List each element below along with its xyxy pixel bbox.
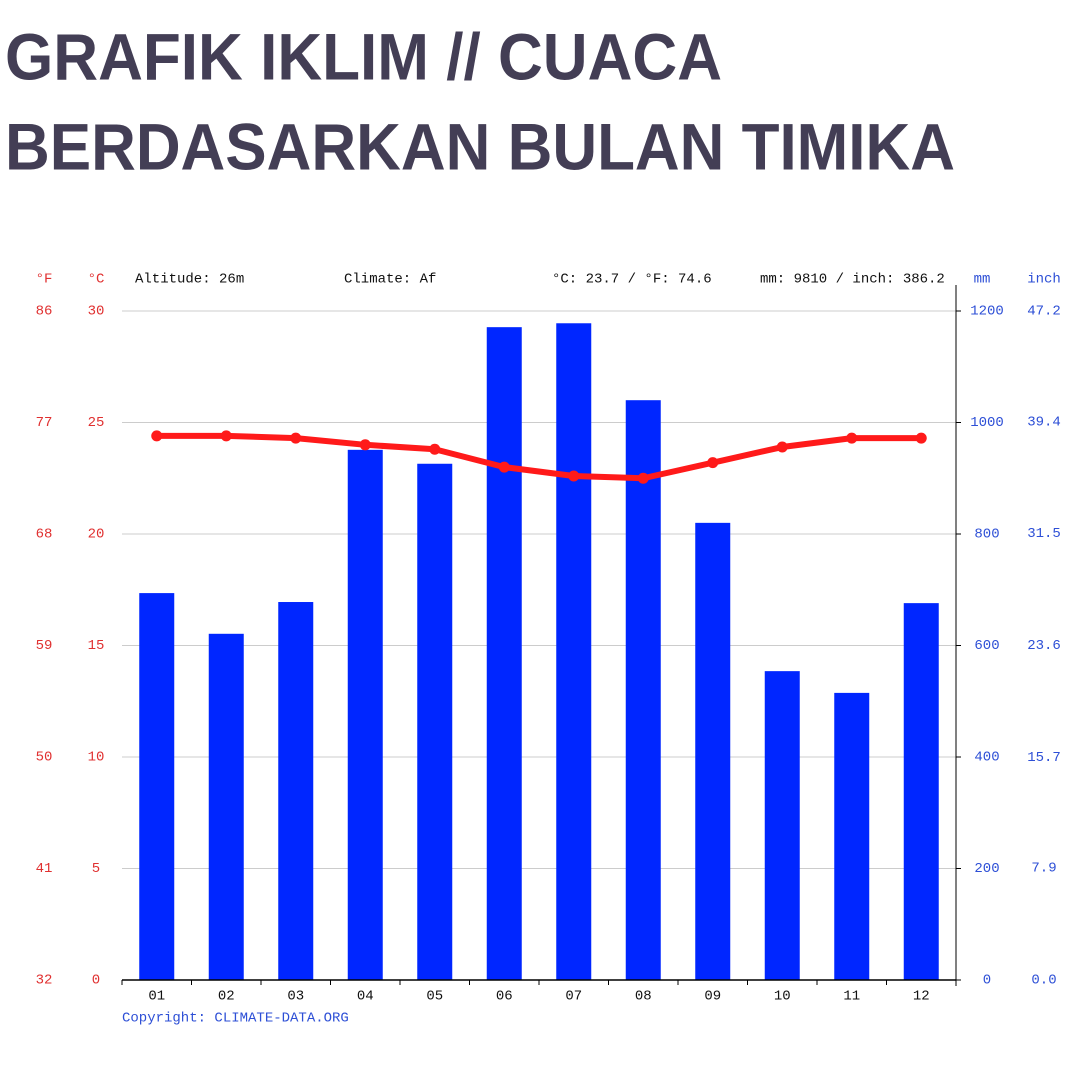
axis-label: inch (1027, 272, 1061, 288)
x-tick-label: 03 (287, 989, 304, 1005)
bar (625, 400, 661, 980)
x-tick-label: 04 (357, 989, 374, 1005)
x-tick-label: 10 (774, 989, 791, 1005)
axis-label: °C (88, 272, 105, 288)
y-tick-label: 50 (36, 750, 53, 766)
bar (208, 633, 244, 980)
x-tick-label: 11 (843, 989, 860, 1005)
y-tick-label: 86 (36, 304, 53, 320)
y2-tick-label: 1200 (970, 304, 1004, 320)
temperature-point (151, 430, 163, 442)
temperature-line (156, 432, 922, 482)
bar (903, 603, 939, 980)
bar (486, 327, 522, 981)
y2-tick-label: 0.0 (1031, 973, 1056, 989)
temperature-point (637, 472, 649, 484)
bar (556, 323, 592, 980)
x-tick-label: 12 (913, 989, 930, 1005)
y2-tick-label: 15.7 (1027, 750, 1061, 766)
x-tick-label: 08 (635, 989, 652, 1005)
y2-tick-label: 0 (983, 973, 991, 989)
temperature-point (290, 432, 302, 444)
y-tick-label: 25 (88, 415, 105, 431)
info-text: Climate: Af (344, 272, 436, 288)
y2-tick-label: 7.9 (1031, 861, 1056, 877)
y-tick-label: 5 (92, 861, 100, 877)
temperature-point (429, 443, 441, 455)
title-line: GRAFIK IKLIM // CUACA (5, 19, 722, 93)
y-tick-label: 10 (88, 750, 105, 766)
axis-label: mm (974, 272, 991, 288)
y2-tick-label: 47.2 (1027, 304, 1061, 320)
y2-tick-label: 1000 (970, 415, 1004, 431)
bar (695, 522, 731, 980)
y2-tick-label: 23.6 (1027, 638, 1061, 654)
y-tick-label: 15 (88, 638, 105, 654)
y2-tick-label: 31.5 (1027, 526, 1061, 542)
x-tick-label: 07 (565, 989, 582, 1005)
copyright: Copyright: CLIMATE-DATA.ORG (122, 1011, 349, 1027)
temperature-point (915, 432, 927, 444)
bar (278, 602, 314, 980)
temperature-point (707, 457, 719, 469)
bar (834, 692, 870, 980)
y-tick-label: 20 (88, 527, 105, 543)
info-text: Altitude: 26m (135, 272, 244, 288)
y2-tick-label: 600 (974, 638, 999, 654)
info-text: °C: 23.7 / °F: 74.6 (552, 272, 712, 288)
x-tick-label: 01 (148, 989, 165, 1005)
temperature-point (846, 432, 858, 444)
temperature-point (359, 439, 371, 451)
x-tick-label: 09 (704, 989, 721, 1005)
bar (417, 463, 453, 980)
y-tick-label: 41 (36, 861, 53, 877)
temperature-point (220, 430, 232, 442)
bar (347, 449, 383, 980)
y-tick-label: 32 (36, 973, 53, 989)
y2-tick-label: 800 (974, 527, 999, 543)
x-tick-label: 02 (218, 989, 235, 1005)
y2-tick-label: 39.4 (1027, 414, 1061, 430)
y-tick-label: 77 (36, 415, 53, 431)
y-tick-label: 0 (92, 973, 100, 989)
y2-tick-label: 400 (974, 750, 999, 766)
info-text: mm: 9810 / inch: 386.2 (760, 272, 945, 288)
y-tick-label: 30 (88, 304, 105, 320)
axis-label: °F (36, 272, 53, 288)
y2-tick-label: 200 (974, 861, 999, 877)
temperature-point (568, 470, 580, 482)
temperature-point (776, 441, 788, 453)
x-tick-label: 05 (426, 989, 443, 1005)
title-line: BERDASARKAN BULAN TIMIKA (5, 109, 955, 183)
y-tick-label: 59 (36, 638, 53, 654)
bar (139, 593, 175, 980)
temperature-point (498, 461, 510, 473)
y-tick-label: 68 (36, 527, 53, 543)
bar (764, 671, 800, 980)
x-tick-label: 06 (496, 989, 513, 1005)
